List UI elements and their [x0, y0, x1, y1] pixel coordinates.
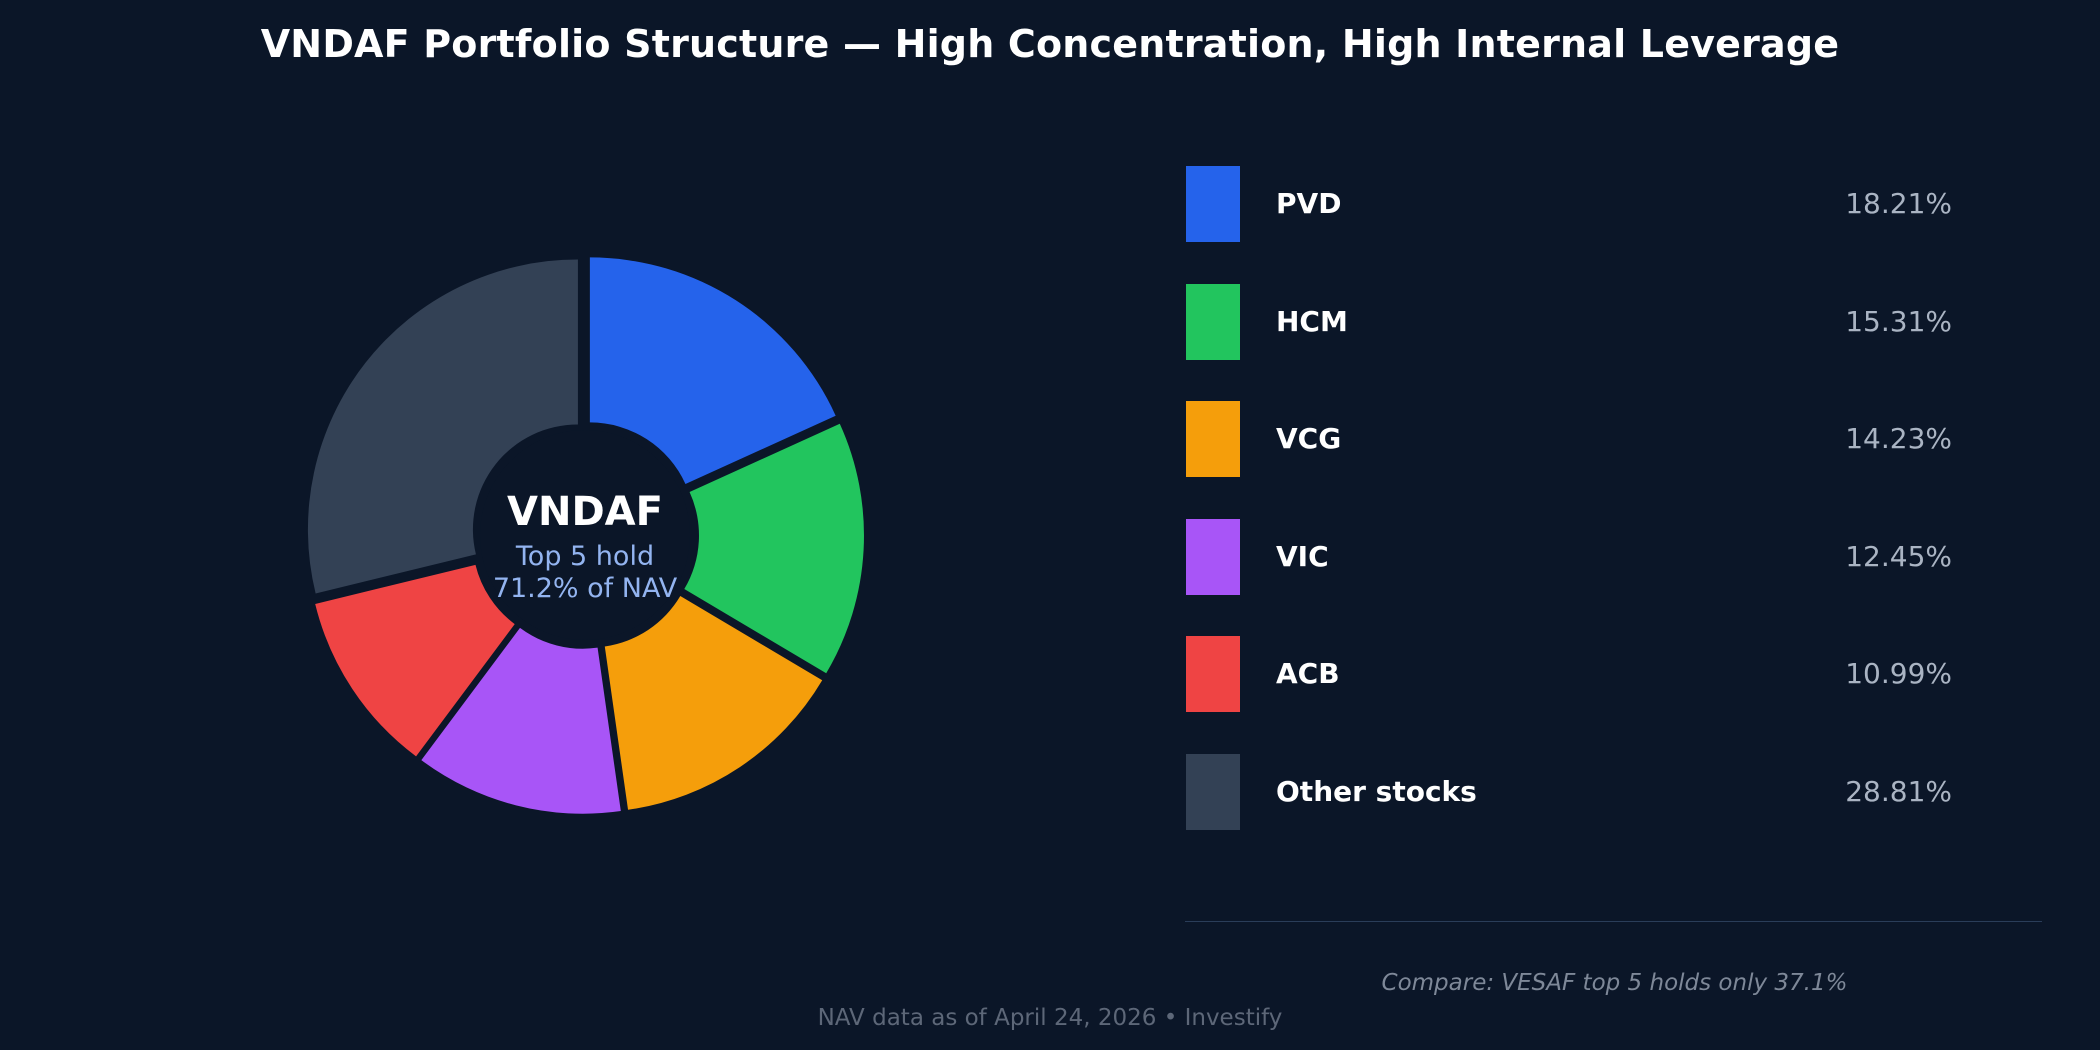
legend-swatch: [1186, 166, 1240, 242]
legend-item-other-stocks: Other stocks 28.81%: [1186, 753, 1952, 830]
center-subtext-line1: Top 5 hold: [515, 541, 654, 572]
legend-swatch: [1186, 401, 1240, 477]
legend-item-acb: ACB 10.99%: [1186, 636, 1952, 712]
legend-label: HCM: [1276, 304, 1348, 338]
legend-swatch: [1186, 518, 1240, 595]
legend-label: PVD: [1276, 187, 1342, 220]
legend-label: ACB: [1276, 657, 1340, 690]
legend-label: VCG: [1276, 422, 1342, 455]
slice-vic: [421, 627, 621, 814]
donut-hole: [480, 430, 690, 640]
legend-item-pvd: PVD 18.21%: [1186, 166, 1952, 242]
legend-label: VIC: [1276, 539, 1329, 573]
legend-swatch: [1186, 636, 1240, 712]
legend-item-vcg: VCG 14.23%: [1186, 401, 1952, 477]
legend-value: 14.23%: [1845, 422, 1952, 455]
slice-acb: [315, 564, 515, 757]
slice-hcm: [684, 423, 864, 674]
footer-source: NAV data as of April 24, 2026 • Investif…: [817, 1005, 1283, 1031]
legend-value: 10.99%: [1845, 657, 1952, 690]
legend-item-hcm: HCM 15.31%: [1186, 283, 1952, 360]
slice-vcg: [604, 596, 823, 810]
legend-swatch: [1186, 753, 1240, 830]
legend-label: Other stocks: [1276, 774, 1477, 808]
donut-slices: [307, 257, 864, 814]
legend-item-vic: VIC 12.45%: [1186, 518, 1952, 595]
legend-value: 28.81%: [1845, 774, 1952, 808]
divider: [1185, 921, 2042, 922]
center-subtext-line2: 71.2% of NAV: [493, 573, 678, 604]
legend-value: 15.31%: [1845, 304, 1952, 338]
slice-pvd: [589, 257, 836, 484]
legend-value: 18.21%: [1845, 187, 1952, 220]
chart-title: VNDAF Portfolio Structure — High Concent…: [260, 22, 1840, 66]
center-fund-name: VNDAF: [507, 489, 663, 535]
legend-value: 12.45%: [1845, 539, 1952, 573]
slice-other-stocks: [307, 259, 578, 594]
legend-swatch: [1186, 283, 1240, 360]
compare-note: Compare: VESAF top 5 holds only 37.1%: [1381, 970, 1848, 996]
